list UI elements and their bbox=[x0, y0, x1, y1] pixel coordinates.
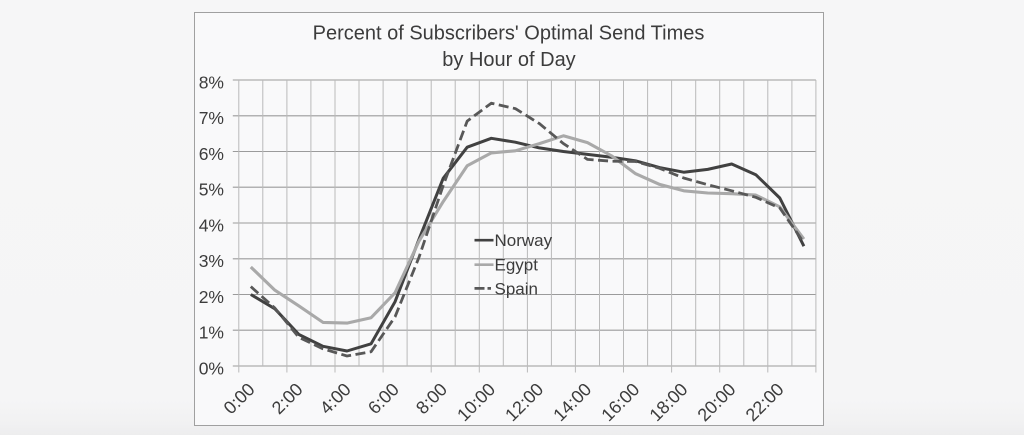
svg-text:0%: 0% bbox=[199, 358, 224, 378]
svg-text:1%: 1% bbox=[199, 323, 224, 343]
svg-text:Percent of Subscribers' Optima: Percent of Subscribers' Optimal Send Tim… bbox=[313, 23, 705, 45]
svg-text:8%: 8% bbox=[199, 72, 224, 92]
svg-text:Spain: Spain bbox=[495, 279, 538, 298]
svg-text:Norway: Norway bbox=[495, 231, 553, 250]
svg-text:4%: 4% bbox=[199, 215, 224, 235]
svg-text:7%: 7% bbox=[199, 108, 224, 128]
svg-text:Egypt: Egypt bbox=[495, 256, 539, 275]
svg-text:by Hour of Day: by Hour of Day bbox=[442, 49, 575, 71]
svg-text:6%: 6% bbox=[199, 144, 224, 164]
svg-text:2%: 2% bbox=[199, 287, 224, 307]
svg-text:3%: 3% bbox=[199, 251, 224, 271]
svg-text:5%: 5% bbox=[199, 180, 224, 200]
